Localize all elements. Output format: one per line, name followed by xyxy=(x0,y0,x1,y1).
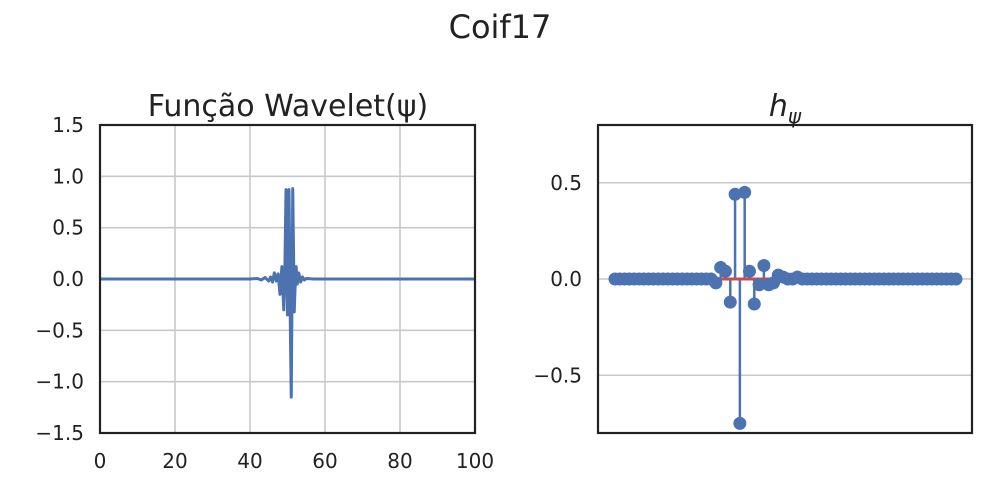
coefficient-marker xyxy=(757,259,771,273)
coefficient-marker xyxy=(742,264,756,278)
coefficient-marker xyxy=(733,416,747,430)
y-tick-label: −1.5 xyxy=(35,421,84,445)
y-tick-label: 1.5 xyxy=(52,113,84,137)
coefficient-stems xyxy=(714,192,799,424)
x-tick-label: 80 xyxy=(387,449,412,473)
coefficients-y-tick-labels: 0.5 0.0 −0.5 xyxy=(533,171,582,388)
coefficient-marker xyxy=(718,264,732,278)
y-tick-label: 0.0 xyxy=(52,267,84,291)
coefficient-marker xyxy=(709,276,723,290)
y-tick-label: 1.0 xyxy=(52,164,84,188)
wavelet-function-panel: Função Wavelet(ψ) 0 20 40 60 80 100 1.5 1.0 0.5… xyxy=(35,89,494,473)
y-tick-label: 0.5 xyxy=(550,171,582,195)
x-tick-label: 40 xyxy=(237,449,262,473)
coefficient-marker xyxy=(738,185,752,199)
title-h: h xyxy=(769,89,788,124)
wavelet-axes-frame xyxy=(98,123,477,435)
y-tick-label: −0.5 xyxy=(35,318,84,342)
wavelet-function-line xyxy=(100,187,475,399)
coefficient-marker xyxy=(949,272,963,286)
coefficients-axes-frame xyxy=(596,123,974,435)
y-tick-label: −1.0 xyxy=(35,370,84,394)
filter-coefficients-title: hψ xyxy=(769,89,802,128)
y-tick-label: −0.5 xyxy=(533,363,582,387)
y-tick-label: 0.5 xyxy=(52,216,84,240)
x-tick-label: 20 xyxy=(162,449,187,473)
title-subscript-psi: ψ xyxy=(788,104,802,128)
coefficient-marker xyxy=(752,278,766,292)
coefficient-marker xyxy=(723,295,737,309)
x-tick-label: 100 xyxy=(456,449,494,473)
x-tick-label: 60 xyxy=(312,449,337,473)
y-tick-label: 0.0 xyxy=(550,267,582,291)
wavelet-x-tick-labels: 0 20 40 60 80 100 xyxy=(94,449,494,473)
filter-coefficients-panel: hψ 0.5 0.0 −0.5 xyxy=(533,89,974,435)
wavelet-y-tick-labels: 1.5 1.0 0.5 0.0 −0.5 −1.0 −1.5 xyxy=(35,113,84,445)
coefficient-markers xyxy=(608,185,963,430)
figure-title: Coif17 xyxy=(449,8,552,46)
coefficient-marker xyxy=(747,297,761,311)
x-tick-label: 0 xyxy=(94,449,107,473)
wavelet-function-title: Função Wavelet(ψ) xyxy=(148,89,429,124)
